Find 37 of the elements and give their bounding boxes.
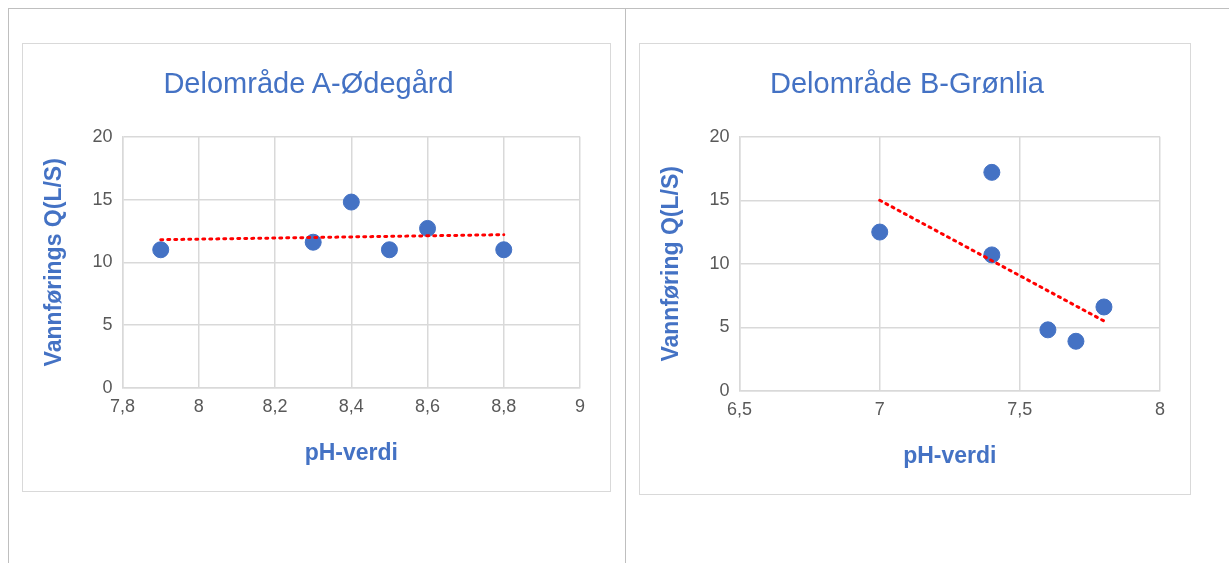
y-tick-label: 15 [709, 189, 730, 210]
x-tick-label: 6,5 [727, 398, 753, 419]
y-tick-label: 10 [92, 251, 113, 272]
point [1039, 321, 1057, 339]
point [342, 193, 360, 211]
y-tick-label: 20 [92, 125, 113, 146]
x-tick-label: 8,4 [338, 395, 364, 416]
y-tick-label: 0 [102, 376, 113, 397]
x-tick-label: 8,6 [415, 395, 441, 416]
point [1067, 332, 1085, 350]
x-tick-label: 8,8 [491, 395, 517, 416]
point [380, 241, 398, 259]
y-tick-label: 15 [92, 188, 113, 209]
y-tick-label: 5 [102, 314, 113, 335]
x-tick-label: 7 [874, 398, 885, 419]
x-tick-label: 9 [574, 395, 586, 416]
x-axis-title: pH-verdi [903, 441, 997, 468]
point [419, 219, 437, 237]
x-tick-label: 8,2 [262, 395, 288, 416]
y-axis-title: Vannføring Q(L/S) [657, 166, 684, 362]
y-tick-label: 5 [719, 316, 730, 337]
point [152, 241, 170, 259]
x-axis-title: pH-verdi [304, 438, 398, 465]
x-tick-label: 8 [193, 395, 204, 416]
point [495, 241, 513, 259]
point [871, 223, 889, 241]
point [1095, 298, 1113, 316]
point [983, 163, 1001, 181]
y-tick-label: 20 [709, 125, 730, 146]
x-tick-label: 7,5 [1007, 398, 1033, 419]
x-tick-label: 7,8 [110, 395, 136, 416]
chart-title: Delområde B-Grønlia [770, 67, 1045, 100]
x-tick-label: 8 [1154, 398, 1166, 419]
y-axis-title: Vannførings Q(L/S) [40, 158, 67, 367]
y-tick-label: 10 [709, 252, 730, 273]
chart-title: Delområde A-Ødegård [163, 67, 454, 100]
y-tick-label: 0 [719, 379, 730, 400]
